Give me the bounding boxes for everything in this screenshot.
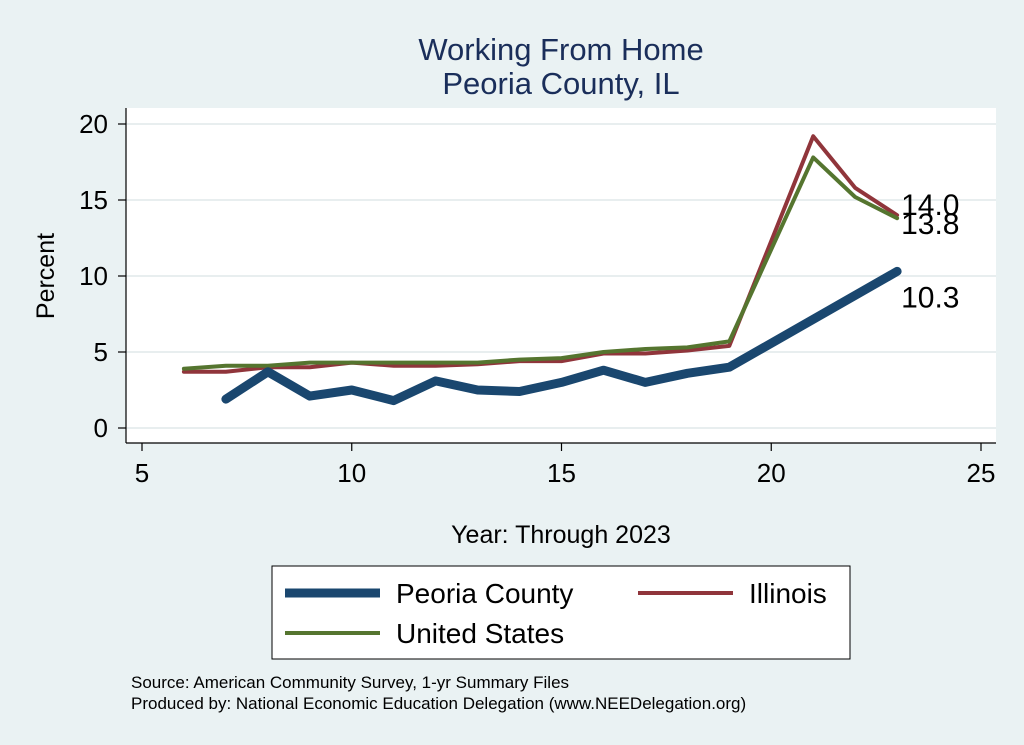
x-tick-label-25: 25 bbox=[967, 458, 996, 488]
end-label-illinois: 14.0 bbox=[901, 189, 959, 222]
y-tick-label-15: 15 bbox=[79, 185, 108, 215]
legend-box bbox=[271, 565, 851, 660]
x-tick-label-15: 15 bbox=[547, 458, 576, 488]
x-tick-label-20: 20 bbox=[757, 458, 786, 488]
chart-subtitle: Peoria County, IL bbox=[442, 66, 679, 101]
legend-label-peoria-county: Peoria County bbox=[396, 578, 573, 609]
x-axis-title: Year: Through 2023 bbox=[451, 521, 671, 549]
grid-layer bbox=[126, 123, 996, 429]
series-line-peoria-county bbox=[221, 266, 902, 406]
chart-title: Working From Home bbox=[418, 32, 703, 67]
source-note: Source: American Community Survey, 1-yr … bbox=[131, 673, 569, 692]
legend-label-united-states: United States bbox=[396, 618, 564, 649]
producer-note: Produced by: National Economic Education… bbox=[131, 694, 746, 713]
legend: Peoria County Illinois United States bbox=[271, 565, 851, 660]
y-tick-label-20: 20 bbox=[79, 109, 108, 139]
y-axis-title: Percent bbox=[32, 233, 60, 319]
legend-label-illinois: Illinois bbox=[749, 578, 827, 609]
y-tick-label-5: 5 bbox=[94, 337, 108, 367]
series-layer bbox=[181, 134, 902, 406]
end-label-united-states: 13.8 bbox=[901, 208, 959, 241]
y-tick-label-10: 10 bbox=[79, 261, 108, 291]
x-tick-label-5: 5 bbox=[135, 458, 149, 488]
end-label-peoria-county: 10.3 bbox=[901, 281, 959, 314]
x-tick-label-10: 10 bbox=[337, 458, 366, 488]
y-tick-label-0: 0 bbox=[94, 413, 108, 443]
series-line-united-states bbox=[181, 155, 900, 371]
label-layer: 14.013.8 10.3 bbox=[901, 189, 959, 314]
